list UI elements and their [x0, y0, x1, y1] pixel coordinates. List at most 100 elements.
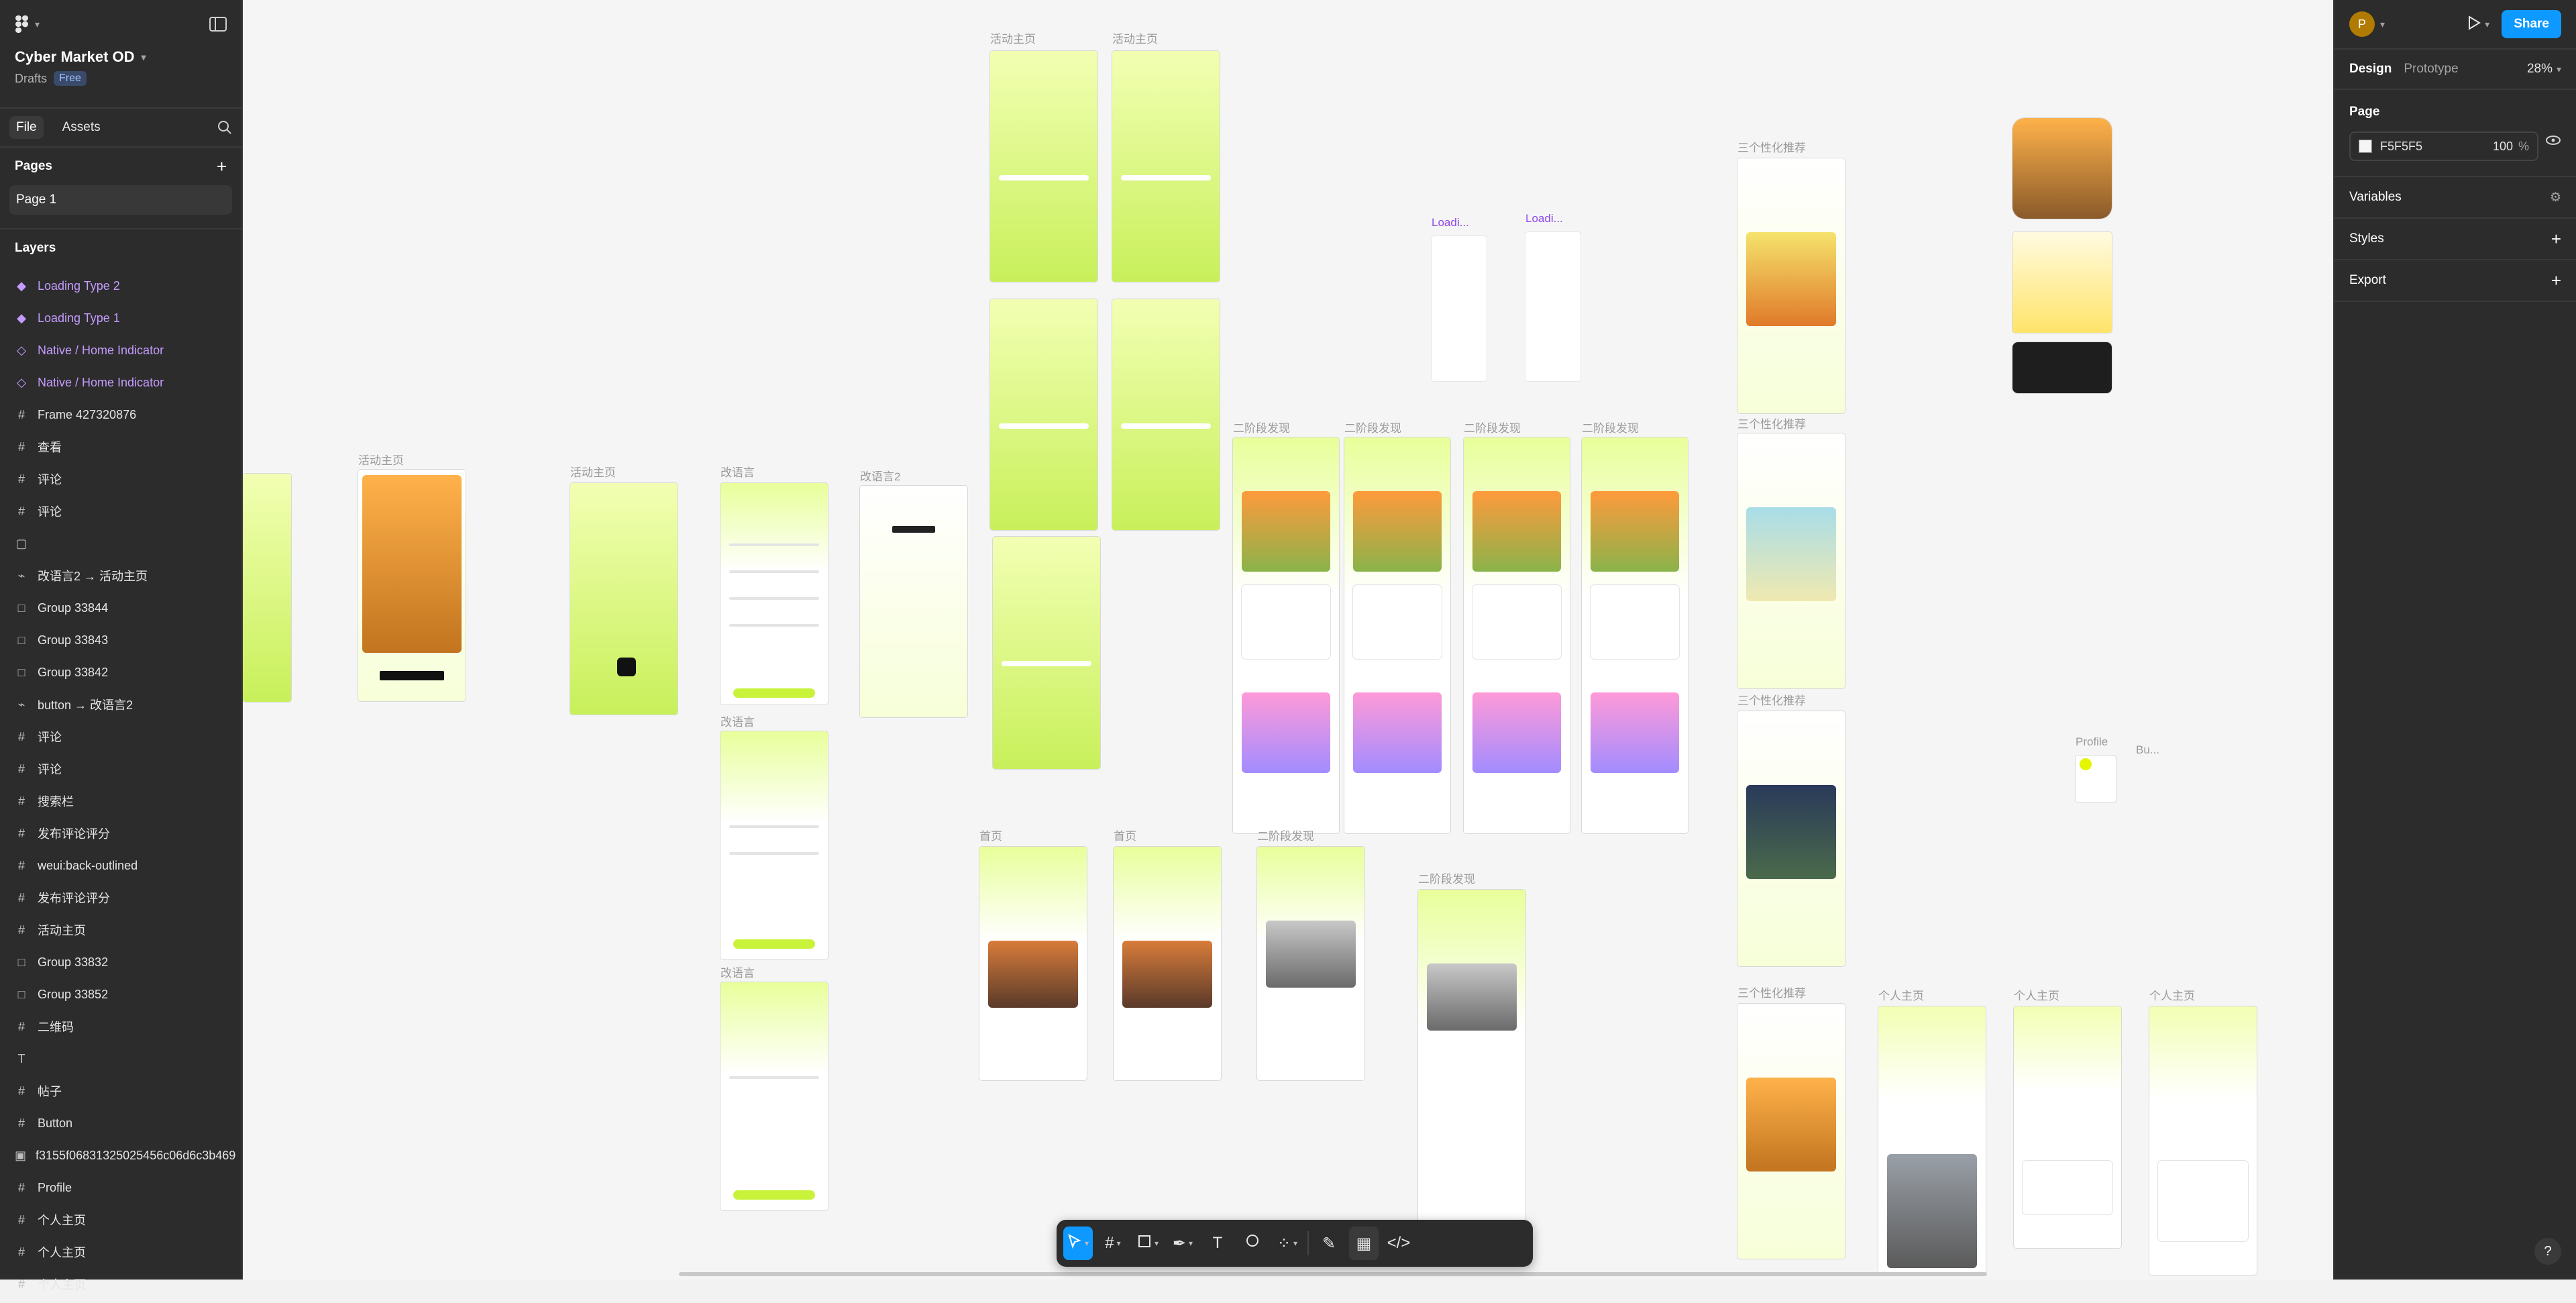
horizontal-scrollbar[interactable]	[679, 1272, 1987, 1276]
frame-tool-button[interactable]: # ▾	[1098, 1227, 1128, 1260]
frame-partial[interactable]	[243, 474, 291, 702]
frame-activity-poster[interactable]	[358, 470, 466, 701]
eye-icon[interactable]	[2545, 135, 2561, 146]
draw-mode-button[interactable]: ✎	[1314, 1227, 1344, 1260]
pen-tool-button[interactable]: ✒ ▾	[1168, 1227, 1197, 1260]
page-item-1[interactable]: Page 1	[9, 185, 232, 215]
frame-personal-3[interactable]	[2149, 1006, 2257, 1275]
frame-activity-home-e[interactable]	[993, 537, 1100, 769]
layer-item[interactable]: # 评论	[0, 495, 241, 527]
layer-item[interactable]: □ Group 33842	[0, 656, 241, 688]
variables-section[interactable]: Variables ⚙	[2334, 177, 2576, 219]
frame-personal-2[interactable]	[2014, 1006, 2121, 1248]
layer-item[interactable]: □ Group 33852	[0, 978, 241, 1010]
layer-item[interactable]: # Frame 427320876	[0, 399, 241, 431]
layer-item[interactable]: ▢	[0, 527, 241, 560]
main-menu-button[interactable]: ▾	[15, 15, 40, 34]
layer-item[interactable]: # 发布评论评分	[0, 817, 241, 849]
text-tool-button[interactable]: T	[1203, 1227, 1232, 1260]
page-opacity-value[interactable]: 100	[2492, 139, 2513, 153]
frame-change-language-2b[interactable]	[860, 486, 967, 717]
layer-item[interactable]: ◇ Native / Home Indicator	[0, 334, 241, 366]
frame-recs-2[interactable]	[1737, 433, 1845, 688]
layer-item[interactable]: # 个人主页	[0, 1268, 241, 1300]
layer-item[interactable]: # 帖子	[0, 1075, 241, 1107]
sticker-truck[interactable]	[2012, 232, 2112, 333]
tab-design[interactable]: Design	[2349, 62, 2392, 76]
layer-item[interactable]: ⌁ button → 改语言2	[0, 688, 241, 721]
layer-item[interactable]: # 发布评论评分	[0, 882, 241, 914]
add-export-icon[interactable]: +	[2551, 270, 2561, 291]
frame-activity-home-a[interactable]	[990, 51, 1097, 282]
layer-item[interactable]: # 二维码	[0, 1010, 241, 1043]
sticker-ticket[interactable]	[2012, 342, 2112, 393]
frame-change-language-2[interactable]	[720, 731, 828, 959]
frame-discovery-2[interactable]	[1344, 437, 1450, 833]
layer-item[interactable]: # 评论	[0, 721, 241, 753]
frame-change-language-1[interactable]	[720, 483, 828, 705]
tab-assets[interactable]: Assets	[62, 120, 101, 134]
layer-item[interactable]: # weui:back-outlined	[0, 849, 241, 882]
frame-change-language-3[interactable]	[720, 982, 828, 1210]
layer-item[interactable]: T	[0, 1043, 241, 1075]
add-style-icon[interactable]: +	[2551, 228, 2561, 249]
project-folder[interactable]: Drafts	[15, 71, 48, 85]
project-name-button[interactable]: Cyber Market OD ▾	[15, 48, 227, 66]
shape-tool-button[interactable]: ▾	[1133, 1227, 1163, 1260]
share-button[interactable]: Share	[2502, 10, 2561, 38]
layer-item[interactable]: □ Group 33832	[0, 946, 241, 978]
layer-item[interactable]: # 个人主页	[0, 1204, 241, 1236]
present-button[interactable]: ▾	[2467, 15, 2489, 34]
frame-recs-4[interactable]	[1737, 1004, 1845, 1259]
layer-item[interactable]: # 评论	[0, 463, 241, 495]
frame-recs-3[interactable]	[1737, 711, 1845, 966]
layer-item[interactable]: # 评论	[0, 753, 241, 785]
frame-activity-home-d[interactable]	[1112, 299, 1220, 530]
move-tool-button[interactable]: ▾	[1063, 1227, 1093, 1260]
frame-discovery-6[interactable]	[1418, 890, 1525, 1239]
loading-type-1[interactable]	[1432, 236, 1487, 381]
zoom-menu[interactable]: 28% ▾	[2527, 62, 2561, 76]
frame-discovery-5[interactable]	[1257, 847, 1364, 1080]
tab-prototype[interactable]: Prototype	[2404, 62, 2459, 76]
frame-recs-1[interactable]	[1737, 158, 1845, 413]
toggle-sidebar-icon[interactable]	[209, 17, 227, 32]
color-swatch[interactable]	[2359, 140, 2372, 153]
page-color-field[interactable]: F5F5F5 100 %	[2349, 132, 2538, 161]
layer-item[interactable]: # 搜索栏	[0, 785, 241, 817]
layer-item[interactable]: # Button	[0, 1107, 241, 1139]
page-color-value[interactable]: F5F5F5	[2380, 139, 2423, 153]
sliders-icon[interactable]: ⚙	[2549, 190, 2561, 205]
search-icon[interactable]	[217, 120, 232, 135]
comment-tool-button[interactable]	[1238, 1227, 1267, 1260]
add-page-icon[interactable]: +	[216, 156, 227, 176]
layer-item[interactable]: □ Group 33844	[0, 592, 241, 624]
layer-item[interactable]: ▣ f3155f06831325025456c06d6c3b469	[0, 1139, 241, 1171]
frame-homepage-2[interactable]	[1114, 847, 1221, 1080]
export-section[interactable]: Export +	[2334, 260, 2576, 302]
frame-discovery-4[interactable]	[1582, 437, 1688, 833]
layer-item[interactable]: ◆ Loading Type 2	[0, 270, 241, 302]
layer-item[interactable]: # 个人主页	[0, 1236, 241, 1268]
frame-activity-home-b[interactable]	[1112, 51, 1220, 282]
frame-personal-1[interactable]	[1878, 1006, 1986, 1275]
loading-type-2[interactable]	[1525, 232, 1580, 381]
layer-item[interactable]: ◆ Loading Type 1	[0, 302, 241, 334]
frame-activity-home[interactable]	[570, 483, 678, 715]
layer-item[interactable]: ⌁ 改语言2 → 活动主页	[0, 560, 241, 592]
help-button[interactable]: ?	[2534, 1238, 2561, 1265]
dev-mode-button[interactable]: </>	[1384, 1227, 1413, 1260]
styles-section[interactable]: Styles +	[2334, 219, 2576, 260]
design-canvas[interactable]: 活动主页 活动主页 改语言 改语言 改语言 改语言2 活动主页 活动主页 二阶段…	[243, 0, 2333, 1280]
layer-item[interactable]: ◇ Native / Home Indicator	[0, 366, 241, 399]
sticker-poster[interactable]	[2012, 118, 2112, 219]
frame-profile[interactable]	[2076, 755, 2116, 802]
user-menu-button[interactable]: P ▾	[2349, 11, 2385, 37]
layer-item[interactable]: □ Group 33843	[0, 624, 241, 656]
frame-discovery-1[interactable]	[1233, 437, 1339, 833]
tab-file[interactable]: File	[9, 116, 44, 139]
frame-discovery-3[interactable]	[1464, 437, 1570, 833]
frame-homepage-1[interactable]	[979, 847, 1087, 1080]
layer-item[interactable]: # Profile	[0, 1171, 241, 1204]
frame-activity-home-c[interactable]	[990, 299, 1097, 530]
